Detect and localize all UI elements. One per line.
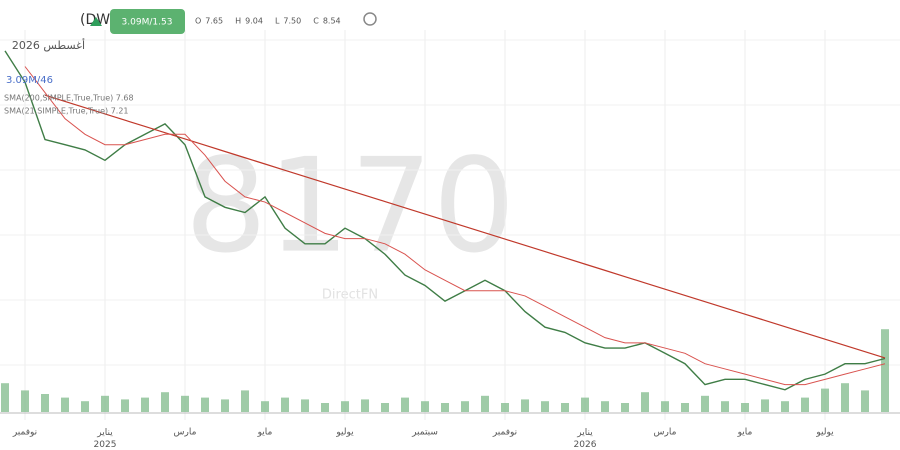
brand: DirectFN <box>322 288 378 303</box>
volume-bar <box>281 397 289 412</box>
ohlc: O 7.65 H 9.04 L 7.50 C 8.54 <box>195 17 341 26</box>
volume-bar <box>461 401 469 412</box>
volume-bar <box>161 392 169 412</box>
plot <box>0 50 900 414</box>
volume-bar <box>541 401 549 412</box>
volume-bar <box>341 401 349 412</box>
button[interactable] <box>110 9 185 34</box>
watermark: 8170 <box>185 130 516 282</box>
ohlc-value: 7.65 <box>205 17 223 26</box>
x-tick-label: يوليو <box>815 428 834 438</box>
volume-bar <box>381 403 389 412</box>
volume-bar <box>661 401 669 412</box>
volume-bar <box>521 399 529 412</box>
ohlc-value: 9.04 <box>245 17 263 26</box>
volume-bar <box>581 397 589 412</box>
series-line <box>24 66 886 386</box>
x-tick-label: يناير 2025 <box>94 428 117 450</box>
volume-bar <box>301 399 309 412</box>
volume-bar <box>561 403 569 412</box>
x-tick-label: مارس <box>174 428 197 438</box>
ohlc-value: 7.50 <box>283 17 301 26</box>
x-tick-label: سبتمبر <box>411 428 438 438</box>
volume-bar <box>801 397 809 412</box>
volume-bar <box>781 401 789 412</box>
x-tick-label: يناير 2026 <box>574 428 597 450</box>
ohlc-key: L <box>275 17 280 26</box>
volume-bar <box>621 403 629 412</box>
volume-bar <box>481 395 489 412</box>
volume-bar <box>361 399 369 412</box>
volume-bar <box>181 395 189 412</box>
volume-bar <box>321 403 329 412</box>
volume-bar <box>201 397 209 412</box>
ohlc-key: O <box>195 17 201 26</box>
legend-entry: SMA(21,SIMPLE,True,True) 7.21 <box>4 107 129 116</box>
volume-bar <box>421 401 429 412</box>
volume-bar <box>681 403 689 412</box>
volume-bar <box>701 395 709 412</box>
volume-bar <box>241 390 249 412</box>
settings-icon[interactable] <box>363 12 377 26</box>
x-tick-label: يوليو <box>335 428 354 438</box>
volume-bar <box>741 403 749 412</box>
volume-bar <box>221 399 229 412</box>
ohlc-key: C <box>313 17 319 26</box>
volume-bar <box>601 401 609 412</box>
series-line <box>44 94 886 359</box>
x-tick-label: مايو <box>257 428 273 438</box>
ohlc-value: 8.54 <box>323 17 341 26</box>
volume-bar <box>21 390 29 412</box>
x-tick-label: نوفمبر <box>492 428 517 438</box>
volume-bar <box>61 397 69 412</box>
grid <box>0 30 900 420</box>
x-tick-label: مارس <box>654 428 677 438</box>
volume-bar <box>1 383 9 412</box>
volume-bar <box>41 394 49 412</box>
volume-bar <box>841 383 849 412</box>
up-arrow <box>90 17 102 26</box>
volume-bar <box>401 397 409 412</box>
series-line <box>4 50 886 391</box>
volume-bar <box>861 390 869 412</box>
volume-bar <box>641 392 649 412</box>
volume-bar <box>261 401 269 412</box>
volume-bar <box>101 395 109 412</box>
subtitle: أغسطس 2026 <box>12 38 85 52</box>
volume-label: 3.09M/46 <box>6 75 53 86</box>
volume-bar <box>441 403 449 412</box>
volume-bar <box>721 401 729 412</box>
legend: SMA(200,SIMPLE,True,True) 7.68 SMA(21,SIM… <box>4 94 134 116</box>
ohlc-key: H <box>235 17 241 26</box>
x-tick-label: نوفمبر <box>12 428 37 438</box>
button-label[interactable]: 3.09M/1.53 <box>122 18 173 28</box>
volume-bar <box>821 388 829 412</box>
volume-bar <box>81 401 89 412</box>
volume-bar <box>761 399 769 412</box>
legend-entry: SMA(200,SIMPLE,True,True) 7.68 <box>4 94 134 103</box>
volume-bar <box>881 329 889 412</box>
x-tick-label: مايو <box>737 428 753 438</box>
volume-bar <box>141 397 149 412</box>
volume-bar <box>121 399 129 412</box>
volume-bar <box>501 403 509 412</box>
